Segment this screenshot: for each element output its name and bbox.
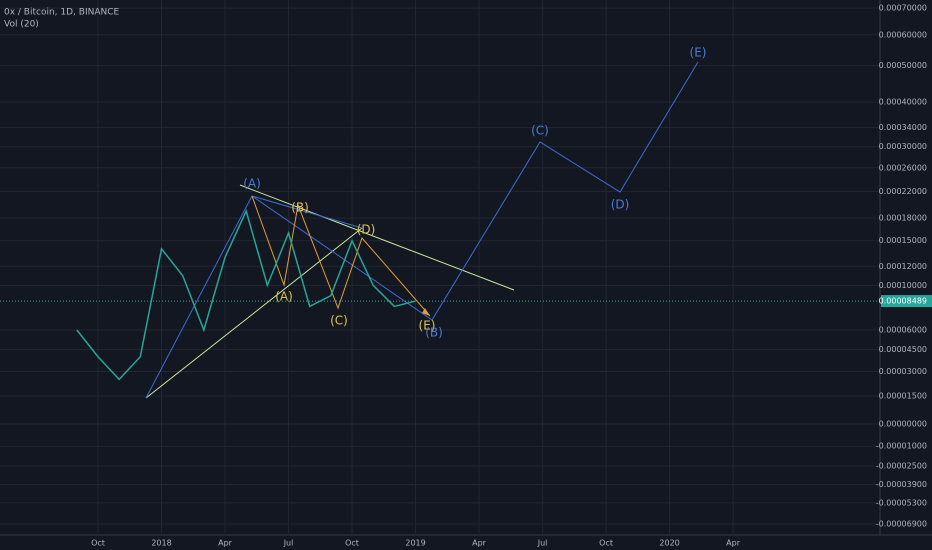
x-tick-label: Apr [472, 539, 487, 548]
current-price-label: 0.00008489 [879, 297, 927, 306]
x-tick-label: Oct [345, 539, 359, 548]
y-tick-label: -0.00002500 [876, 461, 927, 470]
y-tick-label: 0.00004500 [879, 345, 927, 354]
x-tick-label: Apr [726, 539, 741, 548]
y-tick-label: 0.00015000 [879, 236, 927, 245]
indicator-label: Vol (20) [4, 20, 39, 30]
y-tick-label: 0.00034000 [879, 123, 927, 132]
y-tick-label: 0.00026000 [879, 163, 927, 172]
x-tick-label: 2019 [405, 539, 425, 548]
arrow-head [422, 308, 430, 316]
y-tick-label: 0.00040000 [879, 98, 927, 107]
y-tick-label: 0.00001500 [879, 392, 927, 401]
price-line [76, 208, 416, 381]
y-tick-label: -0.00005300 [876, 498, 927, 507]
x-tick-label: Jul [283, 539, 294, 548]
x-tick-label: 2020 [659, 539, 679, 548]
trendline [145, 227, 363, 399]
chart-title: 0x / Bitcoin, 1D, BINANCE [4, 8, 120, 18]
y-tick-label: 0.00000000 [879, 420, 927, 429]
grid [0, 0, 880, 535]
wave-label: (A) [275, 290, 293, 304]
wave-label: (C) [531, 124, 549, 138]
y-tick-label: 0.00018000 [879, 214, 927, 223]
y-tick-label: -0.00006900 [876, 520, 927, 529]
wave-line [251, 195, 431, 317]
y-tick-label: 0.00012000 [879, 262, 927, 271]
wave-line [145, 61, 699, 399]
y-tick-label: 0.00030000 [879, 142, 927, 151]
trendline [239, 184, 515, 291]
wave-label: (B) [291, 201, 309, 215]
y-tick-label: 0.00070000 [879, 4, 927, 13]
y-tick-label: 0.00010000 [879, 281, 927, 290]
x-tick-label: Oct [91, 539, 105, 548]
y-tick-label: -0.00001000 [876, 442, 927, 451]
y-tick-label: 0.00060000 [879, 30, 927, 39]
wave-line [251, 195, 363, 229]
y-tick-label: 0.00050000 [879, 61, 927, 70]
wave-label: (E) [690, 46, 707, 60]
wave-label: (D) [357, 223, 376, 237]
current-price-tag [881, 295, 932, 308]
y-tick-label: 0.00022000 [879, 187, 927, 196]
x-tick-label: Jul [537, 539, 548, 548]
wave-label: (A) [243, 177, 261, 191]
y-tick-label: 0.00003000 [879, 367, 927, 376]
x-tick-label: 2018 [151, 539, 171, 548]
wave-label: (E) [419, 319, 436, 333]
wave-label: (B) [425, 326, 443, 340]
y-tick-label: -0.00003900 [876, 480, 927, 489]
y-tick-label: 0.00006000 [879, 325, 927, 334]
x-tick-label: Apr [218, 539, 233, 548]
x-tick-label: Oct [599, 539, 613, 548]
wave-label: (C) [330, 314, 348, 328]
drawings [145, 61, 699, 399]
wave-label: (D) [611, 198, 630, 212]
